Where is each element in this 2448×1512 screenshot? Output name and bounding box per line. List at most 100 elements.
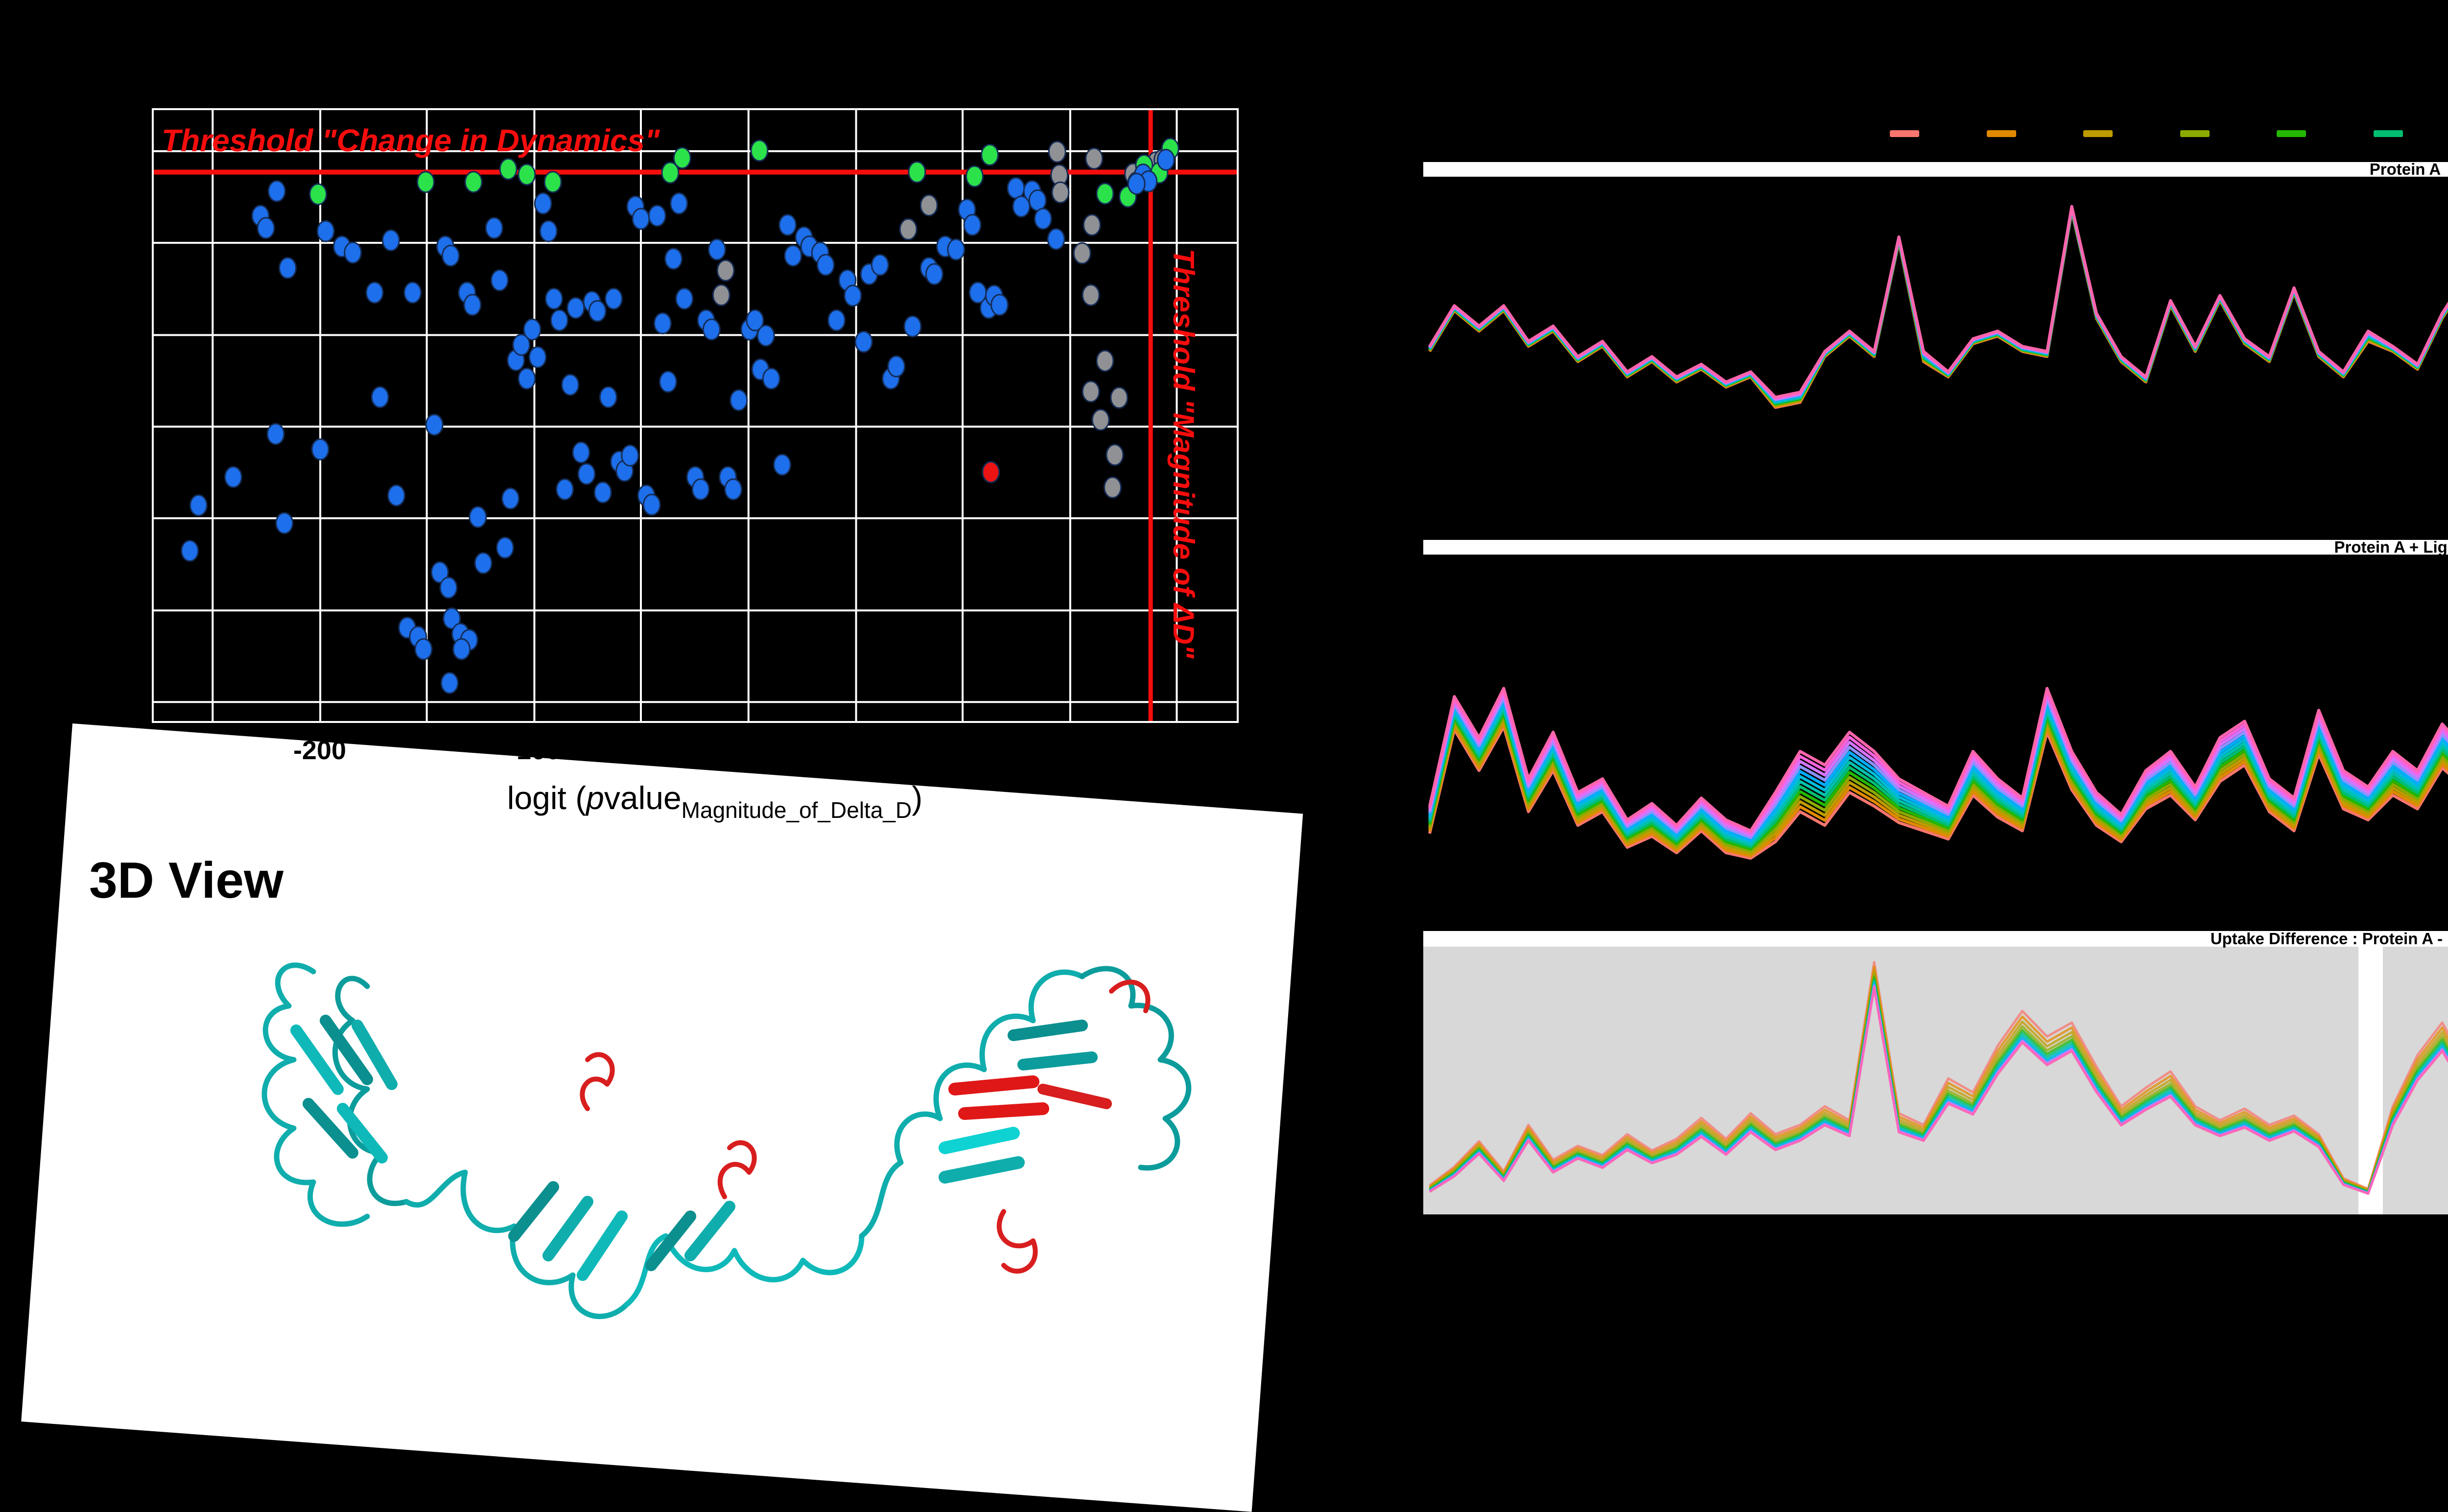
scatter-point-gray[interactable]	[900, 219, 917, 239]
legend-dash-series-3[interactable]	[2083, 130, 2113, 137]
scatter-point-green[interactable]	[751, 140, 768, 161]
scatter-point-gray[interactable]	[1104, 477, 1121, 498]
scatter-point-blue[interactable]	[964, 215, 981, 235]
scatter-point-blue[interactable]	[372, 387, 388, 407]
scatter-point-blue[interactable]	[904, 316, 921, 337]
scatter-point-blue[interactable]	[312, 439, 329, 460]
scatter-point-blue[interactable]	[845, 285, 861, 306]
scatter-point-blue[interactable]	[280, 258, 296, 279]
scatter-point-green[interactable]	[982, 144, 998, 165]
scatter-point-blue[interactable]	[440, 578, 457, 598]
scatter-point-blue[interactable]	[497, 537, 514, 558]
scatter-point-blue[interactable]	[871, 255, 888, 275]
scatter-point-blue[interactable]	[600, 387, 616, 407]
scatter-point-blue[interactable]	[317, 221, 334, 241]
scatter-point-blue[interactable]	[366, 282, 383, 303]
scatter-point-blue[interactable]	[491, 270, 508, 291]
legend-dash-series-1[interactable]	[1890, 130, 1919, 137]
scatter-point-blue[interactable]	[518, 369, 535, 389]
scatter-point-blue[interactable]	[622, 445, 638, 466]
scatter-point-green[interactable]	[674, 148, 690, 168]
scatter-point-blue[interactable]	[441, 673, 458, 693]
scatter-point-blue[interactable]	[225, 467, 242, 488]
scatter-point-blue[interactable]	[725, 479, 742, 500]
scatter-point-gray[interactable]	[1086, 148, 1103, 169]
scatter-point-blue[interactable]	[573, 442, 589, 463]
scatter-point-blue[interactable]	[785, 245, 801, 266]
scatter-point-blue[interactable]	[415, 639, 432, 659]
scatter-point-blue[interactable]	[268, 181, 285, 202]
scatter-point-gray[interactable]	[1074, 243, 1090, 263]
scatter-point-gray[interactable]	[1106, 444, 1123, 465]
scatter-point-blue[interactable]	[1008, 178, 1024, 198]
scatter-point-blue[interactable]	[649, 206, 665, 226]
scatter-point-blue[interactable]	[182, 540, 198, 561]
scatter-point-blue[interactable]	[443, 245, 459, 266]
uptake-chart-protein-a-ligand[interactable]	[1423, 555, 2448, 931]
scatter-point-blue[interactable]	[855, 331, 872, 352]
scatter-point-green[interactable]	[465, 172, 482, 192]
scatter-point-blue[interactable]	[589, 301, 606, 321]
scatter-point-red[interactable]	[983, 462, 999, 483]
scatter-point-blue[interactable]	[671, 193, 687, 214]
scatter-point-blue[interactable]	[606, 288, 622, 309]
scatter-point-gray[interactable]	[1097, 350, 1113, 371]
scatter-point-blue[interactable]	[529, 347, 546, 368]
scatter-point-green[interactable]	[544, 172, 561, 192]
scatter-point-green[interactable]	[518, 164, 535, 185]
scatter-point-blue[interactable]	[1035, 209, 1051, 229]
scatter-point-blue[interactable]	[567, 298, 584, 318]
scatter-point-gray[interactable]	[1083, 285, 1099, 305]
scatter-point-gray[interactable]	[920, 195, 937, 215]
scatter-point-blue[interactable]	[654, 313, 671, 334]
uptake-chart-protein-a[interactable]	[1423, 177, 2448, 540]
scatter-point-blue[interactable]	[888, 356, 905, 377]
scatter-point-blue[interactable]	[817, 255, 834, 275]
scatter-point-gray[interactable]	[1049, 141, 1065, 162]
scatter-point-blue[interactable]	[470, 507, 486, 527]
scatter-point-blue[interactable]	[660, 372, 677, 392]
scatter-point-gray[interactable]	[1083, 381, 1099, 402]
scatter-point-blue[interactable]	[545, 288, 562, 309]
scatter-point-gray[interactable]	[1083, 215, 1100, 235]
scatter-point-green[interactable]	[909, 162, 925, 183]
scatter-point-blue[interactable]	[665, 249, 682, 269]
scatter-point-blue[interactable]	[540, 221, 557, 241]
scatter-point-blue[interactable]	[535, 193, 551, 214]
scatter-point-blue[interactable]	[382, 230, 399, 251]
scatter-point-blue[interactable]	[388, 485, 405, 506]
scatter-point-blue[interactable]	[708, 239, 725, 260]
scatter-point-blue[interactable]	[692, 479, 709, 500]
scatter-point-blue[interactable]	[1029, 190, 1046, 210]
scatter-point-blue[interactable]	[475, 553, 492, 573]
scatter-point-blue[interactable]	[676, 288, 693, 309]
scatter-point-blue[interactable]	[578, 464, 595, 484]
scatter-point-blue[interactable]	[464, 295, 481, 315]
scatter-point-gray[interactable]	[1092, 410, 1109, 430]
scatter-point-blue[interactable]	[926, 264, 942, 284]
scatter-point-blue[interactable]	[426, 415, 443, 435]
legend-dash-series-2[interactable]	[1987, 130, 2016, 137]
legend-dash-series-4[interactable]	[2180, 130, 2210, 137]
scatter-point-green[interactable]	[500, 159, 517, 179]
scatter-point-blue[interactable]	[502, 488, 519, 509]
scatter-point-gray[interactable]	[1052, 182, 1069, 203]
volcano-plot[interactable]	[152, 108, 1239, 723]
scatter-point-blue[interactable]	[948, 239, 965, 260]
scatter-point-blue[interactable]	[276, 513, 293, 534]
scatter-point-blue[interactable]	[763, 369, 779, 389]
scatter-point-blue[interactable]	[267, 424, 284, 444]
scatter-point-green[interactable]	[966, 166, 983, 186]
scatter-point-blue[interactable]	[757, 326, 774, 346]
scatter-point-green[interactable]	[417, 172, 434, 192]
scatter-point-gray[interactable]	[713, 285, 730, 305]
protein-ribbon[interactable]	[211, 942, 1219, 1330]
legend-dash-series-6[interactable]	[2374, 130, 2403, 137]
scatter-point-green[interactable]	[310, 184, 327, 205]
scatter-point-green[interactable]	[1097, 184, 1113, 204]
scatter-point-blue[interactable]	[404, 282, 421, 303]
scatter-point-blue[interactable]	[345, 242, 361, 263]
scatter-point-blue[interactable]	[190, 495, 207, 515]
legend-dash-series-5[interactable]	[2277, 130, 2306, 137]
scatter-point-blue[interactable]	[557, 479, 573, 500]
